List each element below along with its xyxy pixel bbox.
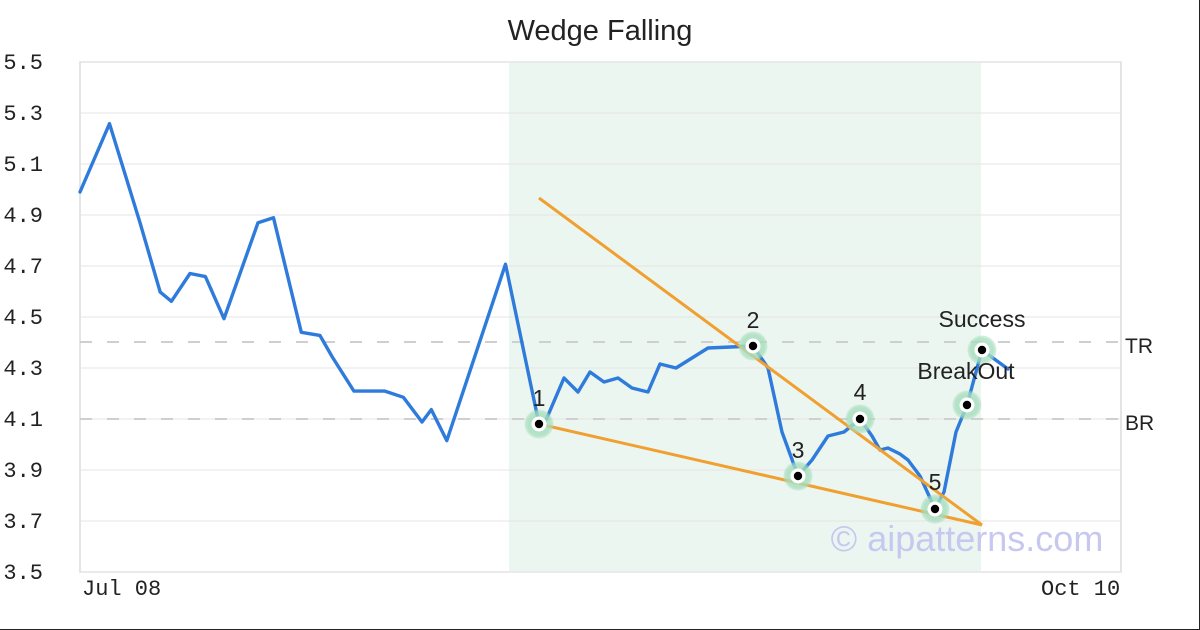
svg-text:1: 1 [533, 385, 546, 411]
svg-text:5.5: 5.5 [3, 51, 43, 76]
svg-text:Success: Success [939, 306, 1026, 332]
svg-text:3.9: 3.9 [3, 459, 43, 484]
svg-text:2: 2 [747, 307, 760, 333]
svg-text:3.7: 3.7 [3, 510, 43, 535]
svg-text:5.3: 5.3 [3, 102, 43, 127]
svg-text:Oct 10: Oct 10 [1041, 577, 1120, 602]
svg-text:4.3: 4.3 [3, 357, 43, 382]
svg-text:© aipatterns.com: © aipatterns.com [831, 518, 1104, 559]
svg-text:BreakOut: BreakOut [917, 358, 1015, 384]
svg-text:BR: BR [1125, 412, 1154, 435]
svg-text:4: 4 [854, 379, 867, 405]
svg-text:4.5: 4.5 [3, 306, 43, 331]
svg-text:3: 3 [792, 437, 805, 463]
svg-text:5.1: 5.1 [3, 153, 43, 178]
svg-text:4.7: 4.7 [3, 255, 43, 280]
svg-text:4.9: 4.9 [3, 204, 43, 229]
svg-text:Jul 08: Jul 08 [82, 577, 161, 602]
svg-text:TR: TR [1125, 335, 1153, 358]
svg-text:4.1: 4.1 [3, 408, 43, 433]
svg-text:5: 5 [929, 469, 942, 495]
svg-text:3.5: 3.5 [3, 561, 43, 586]
